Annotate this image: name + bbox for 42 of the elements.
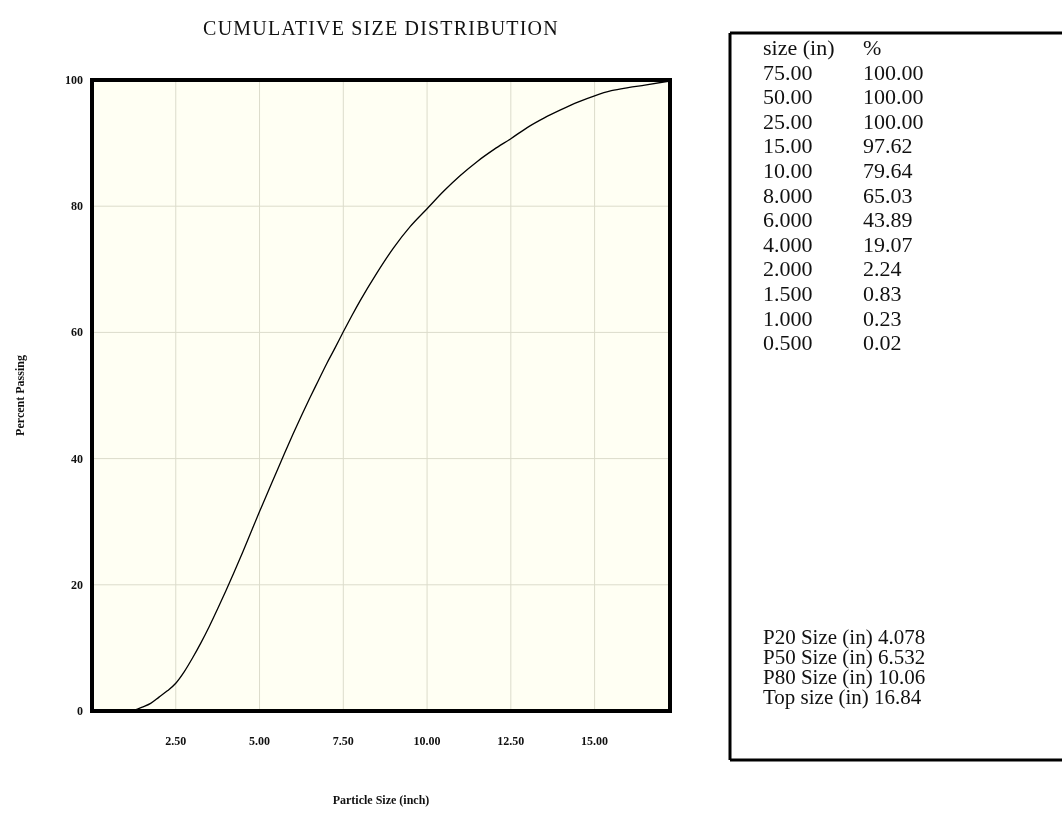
- x-tick-label: 10.00: [413, 734, 441, 748]
- text: size (in): [763, 34, 835, 60]
- y-tick-label: 60: [71, 325, 83, 340]
- text: 75.00: [763, 59, 813, 85]
- text: 1.000: [763, 305, 813, 331]
- text: 15.00: [763, 132, 813, 158]
- x-tick-label: 7.50: [332, 734, 354, 748]
- y-tick-label: 20: [71, 577, 83, 592]
- y-tick-label: 80: [71, 199, 83, 214]
- text: 0.83: [863, 280, 902, 306]
- y-axis-title: Percent Passing: [13, 355, 27, 436]
- chart-title: CUMULATIVE SIZE DISTRIBUTION: [203, 17, 559, 39]
- text: 6.000: [763, 206, 813, 232]
- text: 2.24: [863, 255, 902, 281]
- text: 100.00: [863, 108, 924, 134]
- text: 100.00: [863, 59, 924, 85]
- text: 1.500: [763, 280, 813, 306]
- x-tick-label: 2.50: [165, 734, 187, 748]
- y-tick-label: 0: [77, 704, 83, 718]
- text: 2.000: [763, 255, 813, 281]
- text: 25.00: [763, 108, 813, 134]
- text: 79.64: [863, 157, 913, 183]
- text: 0.23: [863, 305, 902, 331]
- text: 97.62: [863, 132, 913, 158]
- x-tick-label: 15.00: [581, 734, 609, 748]
- text: P20 Size (in) 4.078: [763, 625, 926, 649]
- y-tick-label: 100: [65, 73, 83, 87]
- text: 8.000: [763, 182, 813, 208]
- text: 0.02: [863, 329, 902, 355]
- x-tick-label: 12.50: [497, 734, 525, 748]
- x-tick-label: 5.00: [249, 734, 271, 748]
- text: 0.500: [763, 329, 813, 355]
- x-axis-title: Particle Size (inch): [332, 793, 430, 807]
- text: 4.000: [763, 231, 813, 257]
- text: 100.00: [863, 83, 924, 109]
- text: 50.00: [763, 83, 813, 109]
- text: 19.07: [863, 231, 913, 257]
- y-tick-label: 40: [71, 451, 83, 466]
- text: 10.00: [763, 157, 813, 183]
- text: 65.03: [863, 182, 913, 208]
- text: 43.89: [863, 206, 913, 232]
- text: %: [863, 34, 882, 60]
